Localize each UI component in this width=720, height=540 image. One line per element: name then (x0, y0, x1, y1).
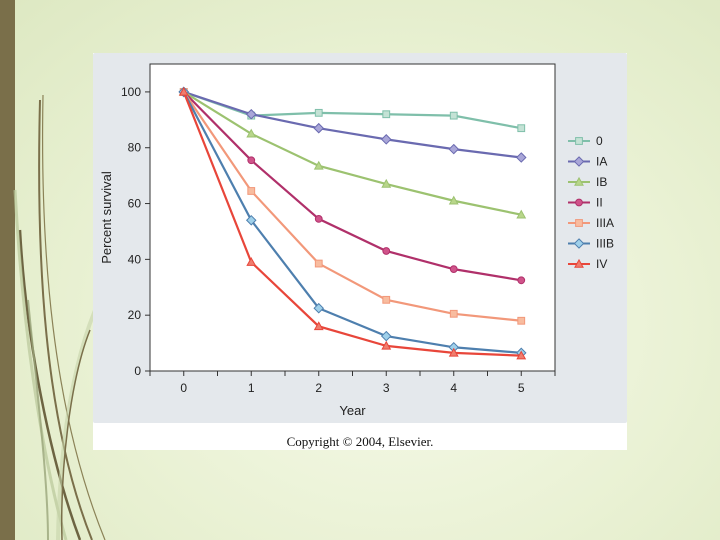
data-point-II (382, 247, 391, 255)
data-point-IIIA (314, 259, 323, 268)
x-tick-label: 1 (248, 381, 255, 395)
legend-marker-IA (573, 156, 585, 167)
y-tick-label: 0 (134, 364, 141, 378)
series-line-IIIA (182, 91, 522, 322)
data-point-IV (246, 257, 257, 266)
data-point-0 (449, 111, 458, 120)
legend-label-IIIB: IIIB (596, 237, 614, 251)
x-tick-label: 4 (450, 381, 457, 395)
data-point-IA (245, 108, 257, 120)
data-point-IV (381, 340, 392, 350)
x-tick-label: 3 (383, 381, 390, 395)
data-point-IB (246, 128, 257, 138)
data-point-II (449, 265, 458, 274)
data-point-IV (313, 321, 324, 331)
legend-label-IIIA: IIIA (596, 216, 614, 230)
legend-label-IB: IB (596, 175, 607, 189)
data-point-IA (380, 134, 392, 145)
legend-label-IA: IA (596, 155, 607, 169)
legend-marker-IIIA (575, 219, 583, 227)
data-point-IV (178, 86, 189, 96)
legend-label-IV: IV (596, 257, 607, 271)
series-line-IA (183, 90, 522, 159)
data-point-IB (516, 209, 527, 219)
x-axis-label: Year (339, 403, 366, 418)
data-point-IIIA (382, 295, 391, 304)
x-tick-label: 5 (518, 381, 525, 395)
x-tick-label: 2 (315, 381, 322, 395)
data-point-0 (314, 108, 323, 117)
y-tick-label: 20 (128, 308, 142, 322)
legend-marker-IV (574, 258, 584, 268)
plot-area (149, 63, 556, 372)
data-point-IIIA (517, 316, 526, 325)
chart-panel: 0 20 40 60 80 100 0 1 2 3 4 5 Year Percent survival 0 I… (93, 53, 627, 423)
series-line-IB (183, 90, 522, 216)
data-point-0 (517, 124, 526, 133)
series-line-0 (183, 90, 522, 130)
legend-label-0: 0 (596, 134, 603, 148)
decorative-grass-graphic (13, 94, 112, 540)
data-point-IIIA (449, 309, 458, 318)
y-tick-label: 60 (128, 197, 142, 211)
figure-card: 0 20 40 60 80 100 0 1 2 3 4 5 Year Percent survival 0 I… (93, 53, 627, 450)
y-axis-label: Percent survival (99, 171, 114, 264)
data-point-IV (516, 350, 527, 360)
data-point-II (517, 276, 526, 285)
series-line-IV (182, 91, 522, 357)
legend-marker-IB (574, 176, 584, 186)
data-point-IV (448, 347, 459, 357)
data-point-IIIA (247, 187, 256, 195)
legend-label-II: II (596, 196, 603, 210)
copyright-caption: Copyright © 2004, Elsevier. (286, 434, 434, 449)
data-point-IA (448, 143, 460, 155)
y-tick-label: 100 (121, 85, 141, 99)
data-point-IA (515, 152, 527, 163)
legend-marker-0 (575, 137, 583, 145)
data-point-IIIB (245, 214, 257, 226)
data-point-IIIB (380, 330, 392, 342)
data-point-IB (448, 195, 459, 205)
survival-line-chart: 0 20 40 60 80 100 0 1 2 3 4 5 Year Percent survival 0 I… (99, 63, 614, 418)
data-point-IB (313, 160, 324, 170)
series-line-II (182, 91, 522, 282)
legend-marker-IIIB (573, 238, 585, 249)
x-tick-label: 0 (180, 381, 187, 395)
data-point-IA (313, 122, 325, 134)
y-tick-label: 80 (128, 141, 142, 155)
data-point-0 (382, 110, 391, 119)
data-point-II (314, 214, 323, 223)
series-line-IIIB (182, 91, 522, 354)
legend-marker-II (575, 198, 583, 207)
data-point-II (247, 156, 256, 165)
slide-left-accent-bar (0, 0, 15, 540)
data-point-IB (381, 178, 392, 188)
y-tick-label: 40 (128, 252, 142, 266)
data-point-IIIB (313, 302, 325, 314)
